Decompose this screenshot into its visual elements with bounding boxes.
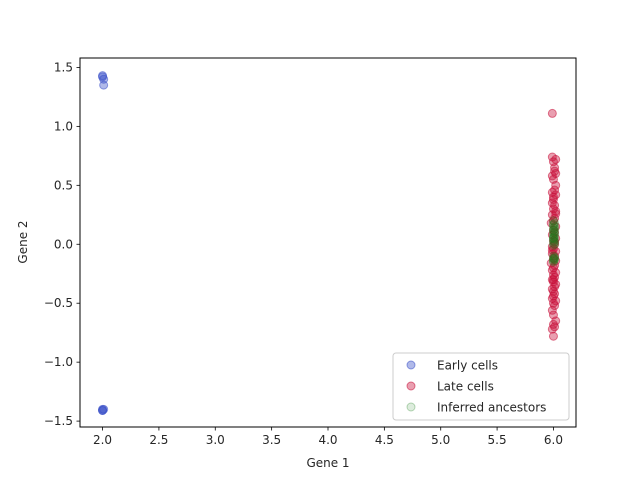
- inferred-ancestors-point: [548, 255, 558, 265]
- x-tick-label: 5.0: [431, 433, 450, 447]
- x-tick-label: 2.0: [93, 433, 112, 447]
- inferred-ancestors-point: [550, 235, 560, 245]
- y-tick-label: 1.5: [54, 60, 73, 74]
- x-tick-label: 3.0: [206, 433, 225, 447]
- inferred-ancestors-point: [550, 229, 560, 239]
- inferred-ancestors-point: [548, 216, 558, 226]
- inferred-ancestors-point: [550, 222, 560, 232]
- inferred-ancestors-point: [548, 256, 558, 266]
- legend-label-late-cells: Late cells: [437, 380, 494, 394]
- legend-box: [392, 352, 570, 421]
- late-cells-point: [551, 209, 561, 219]
- x-tick-label: 3.5: [262, 433, 281, 447]
- inferred-ancestors-point: [548, 219, 558, 229]
- inferred-ancestors-point: [548, 223, 558, 233]
- y-tick-label: 0.5: [54, 178, 73, 192]
- inferred-ancestors-point: [550, 255, 560, 265]
- y-tick-label: −1.5: [44, 414, 73, 428]
- x-tick-label: 4.0: [318, 433, 337, 447]
- inferred-ancestors-point: [548, 225, 558, 235]
- inferred-ancestors-point: [548, 236, 558, 246]
- inferred-ancestors-point: [548, 233, 558, 243]
- legend-marker-late-cells: [406, 381, 416, 391]
- inferred-ancestors-point: [548, 253, 558, 263]
- y-tick-label: −1.0: [44, 355, 73, 369]
- inferred-ancestors-point: [550, 231, 560, 241]
- y-tick-label: 1.0: [54, 119, 73, 133]
- inferred-ancestors-point: [550, 239, 560, 249]
- inferred-ancestors-point: [550, 224, 560, 234]
- y-axis-label: Gene 2: [16, 220, 30, 263]
- inferred-ancestors-point: [550, 226, 560, 236]
- late-cells-point: [547, 108, 557, 118]
- inferred-ancestors-point: [550, 237, 560, 247]
- late-cells-point: [550, 301, 560, 311]
- late-cells-point: [548, 331, 558, 341]
- inferred-ancestors-point: [550, 252, 560, 262]
- legend-marker-early-cells: [406, 360, 416, 370]
- inferred-ancestors-point: [548, 240, 558, 250]
- y-tick-label: −0.5: [44, 296, 73, 310]
- late-cells-point: [547, 245, 557, 255]
- x-tick-label: 6.0: [544, 433, 563, 447]
- inferred-ancestors-point: [548, 238, 558, 248]
- inferred-ancestors-point: [548, 230, 558, 240]
- x-tick-label: 2.5: [149, 433, 168, 447]
- legend: Early cells Late cells Inferred ancestors: [392, 352, 570, 421]
- x-tick-label: 5.5: [488, 433, 507, 447]
- inferred-ancestors-point: [548, 227, 558, 237]
- late-cells-point: [548, 275, 558, 285]
- early-cells-point: [99, 80, 109, 90]
- late-cells-point: [548, 192, 558, 202]
- inferred-ancestors-point: [550, 218, 560, 228]
- early-cells-point: [98, 406, 108, 415]
- inferred-ancestors-point: [548, 257, 558, 267]
- late-cells-point: [547, 324, 557, 334]
- x-axis-ticks: 2.0 2.5 3.0 3.5 4.0 4.5 5.0 5.5 6.0: [93, 427, 563, 447]
- x-tick-label: 4.5: [375, 433, 394, 447]
- inferred-ancestors-point: [550, 253, 560, 263]
- legend-marker-inferred-ancestors: [406, 402, 416, 412]
- x-axis-label: Gene 1: [306, 456, 349, 470]
- y-axis-ticks: −1.5 −1.0 −0.5 0.0 0.5 1.0 1.5: [44, 60, 80, 428]
- inferred-ancestors-point: [548, 251, 558, 261]
- inferred-ancestors-point: [548, 220, 558, 230]
- late-cells-point: [550, 237, 560, 247]
- legend-label-inferred-ancestors: Inferred ancestors: [437, 401, 546, 415]
- late-cells-point: [550, 163, 560, 173]
- legend-label-early-cells: Early cells: [437, 359, 498, 373]
- y-tick-label: 0.0: [54, 237, 73, 251]
- inferred-ancestors-point: [548, 233, 558, 243]
- points-layer: [98, 71, 561, 415]
- inferred-ancestors-point: [548, 232, 558, 242]
